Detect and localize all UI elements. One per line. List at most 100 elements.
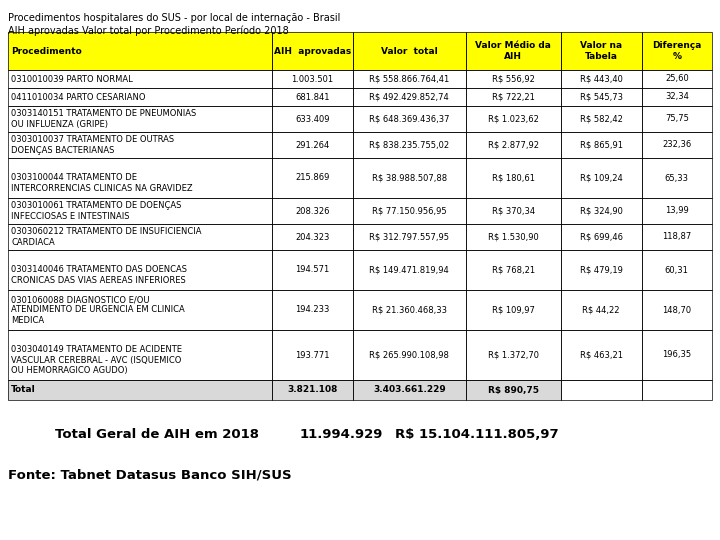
Text: Valor  total: Valor total [381, 46, 438, 56]
Bar [8, 198, 272, 224]
Text: R$ 21.360.468,33: R$ 21.360.468,33 [372, 306, 447, 314]
Bar [642, 198, 712, 224]
Bar [8, 380, 272, 400]
Bar [353, 330, 466, 380]
Bar [353, 158, 466, 198]
Bar [8, 158, 272, 198]
Bar [642, 250, 712, 290]
Bar [353, 158, 466, 198]
Bar [272, 224, 353, 250]
Bar [466, 380, 561, 400]
Text: 0303100044 TRATAMENTO DE
INTERCORRENCIAS CLINICAS NA GRAVIDEZ: 0303100044 TRATAMENTO DE INTERCORRENCIAS… [11, 163, 193, 193]
Bar [353, 198, 466, 224]
Bar [8, 158, 272, 198]
Bar [466, 70, 561, 88]
Text: 208.326: 208.326 [295, 206, 330, 215]
Bar [272, 198, 353, 224]
Bar [272, 290, 353, 330]
Bar [642, 330, 712, 380]
Bar [642, 32, 712, 70]
Bar [8, 106, 272, 132]
Text: R$ 265.990.108,98: R$ 265.990.108,98 [369, 350, 449, 360]
Text: 215.869: 215.869 [295, 173, 330, 183]
Bar [642, 88, 712, 106]
Bar [272, 70, 353, 88]
Bar [561, 70, 642, 88]
Bar [8, 32, 272, 70]
Bar [272, 224, 353, 250]
Bar [561, 224, 642, 250]
Text: R$ 865,91: R$ 865,91 [580, 140, 623, 150]
Text: R$ 768,21: R$ 768,21 [492, 266, 535, 274]
Text: AIH aprovadas Valor total por Procedimento Período 2018: AIH aprovadas Valor total por Procedimen… [8, 26, 289, 37]
Bar [466, 132, 561, 158]
Bar [561, 290, 642, 330]
Text: R$ 15.104.111.805,97: R$ 15.104.111.805,97 [395, 429, 559, 442]
Bar [272, 250, 353, 290]
Bar [272, 330, 353, 380]
Bar [561, 198, 642, 224]
Bar [642, 70, 712, 88]
Text: AIH  aprovadas: AIH aprovadas [274, 46, 351, 56]
Bar [466, 224, 561, 250]
Text: R$ 1.530,90: R$ 1.530,90 [487, 233, 539, 241]
Text: 194.233: 194.233 [295, 306, 330, 314]
Text: R$ 2.877,92: R$ 2.877,92 [487, 140, 539, 150]
Text: R$ 109,24: R$ 109,24 [580, 173, 623, 183]
Bar [8, 380, 272, 400]
Bar [466, 32, 561, 70]
Bar [561, 32, 642, 70]
Bar [466, 330, 561, 380]
Text: 13,99: 13,99 [665, 206, 688, 215]
Bar [466, 330, 561, 380]
Text: R$ 77.150.956,95: R$ 77.150.956,95 [372, 206, 446, 215]
Bar [8, 250, 272, 290]
Text: Valor Médio da
AIH: Valor Médio da AIH [475, 41, 551, 60]
Bar [8, 132, 272, 158]
Text: 0303040149 TRATAMENTO DE ACIDENTE
VASCULAR CEREBRAL - AVC (ISQUEMICO
OU HEMORRAG: 0303040149 TRATAMENTO DE ACIDENTE VASCUL… [11, 335, 182, 375]
Bar [353, 198, 466, 224]
Bar [272, 106, 353, 132]
Text: R$ 109,97: R$ 109,97 [492, 306, 534, 314]
Bar [466, 290, 561, 330]
Text: 0310010039 PARTO NORMAL: 0310010039 PARTO NORMAL [11, 75, 132, 84]
Bar [561, 88, 642, 106]
Bar [272, 380, 353, 400]
Text: R$ 312.797.557,95: R$ 312.797.557,95 [369, 233, 449, 241]
Text: 291.264: 291.264 [295, 140, 330, 150]
Bar [272, 290, 353, 330]
Bar [8, 70, 272, 88]
Bar [8, 330, 272, 380]
Bar [561, 250, 642, 290]
Bar [466, 70, 561, 88]
Bar [561, 330, 642, 380]
Bar [353, 380, 466, 400]
Text: R$ 479,19: R$ 479,19 [580, 266, 623, 274]
Text: 196,35: 196,35 [662, 350, 691, 360]
Bar [561, 330, 642, 380]
Text: R$ 722,21: R$ 722,21 [492, 92, 534, 102]
Bar [353, 224, 466, 250]
Bar [353, 132, 466, 158]
Bar [353, 70, 466, 88]
Text: 11.994.929: 11.994.929 [300, 429, 383, 442]
Text: 193.771: 193.771 [295, 350, 330, 360]
Bar [642, 70, 712, 88]
Bar [353, 250, 466, 290]
Text: 204.323: 204.323 [295, 233, 330, 241]
Bar [466, 380, 561, 400]
Bar [272, 250, 353, 290]
Text: R$ 324,90: R$ 324,90 [580, 206, 623, 215]
Text: 25,60: 25,60 [665, 75, 688, 84]
Bar [642, 290, 712, 330]
Text: 681.841: 681.841 [295, 92, 330, 102]
Bar [561, 132, 642, 158]
Bar [466, 250, 561, 290]
Bar [353, 88, 466, 106]
Bar [561, 250, 642, 290]
Bar [642, 330, 712, 380]
Text: R$ 149.471.819,94: R$ 149.471.819,94 [369, 266, 449, 274]
Text: Total: Total [11, 386, 36, 395]
Bar [466, 250, 561, 290]
Bar [642, 158, 712, 198]
